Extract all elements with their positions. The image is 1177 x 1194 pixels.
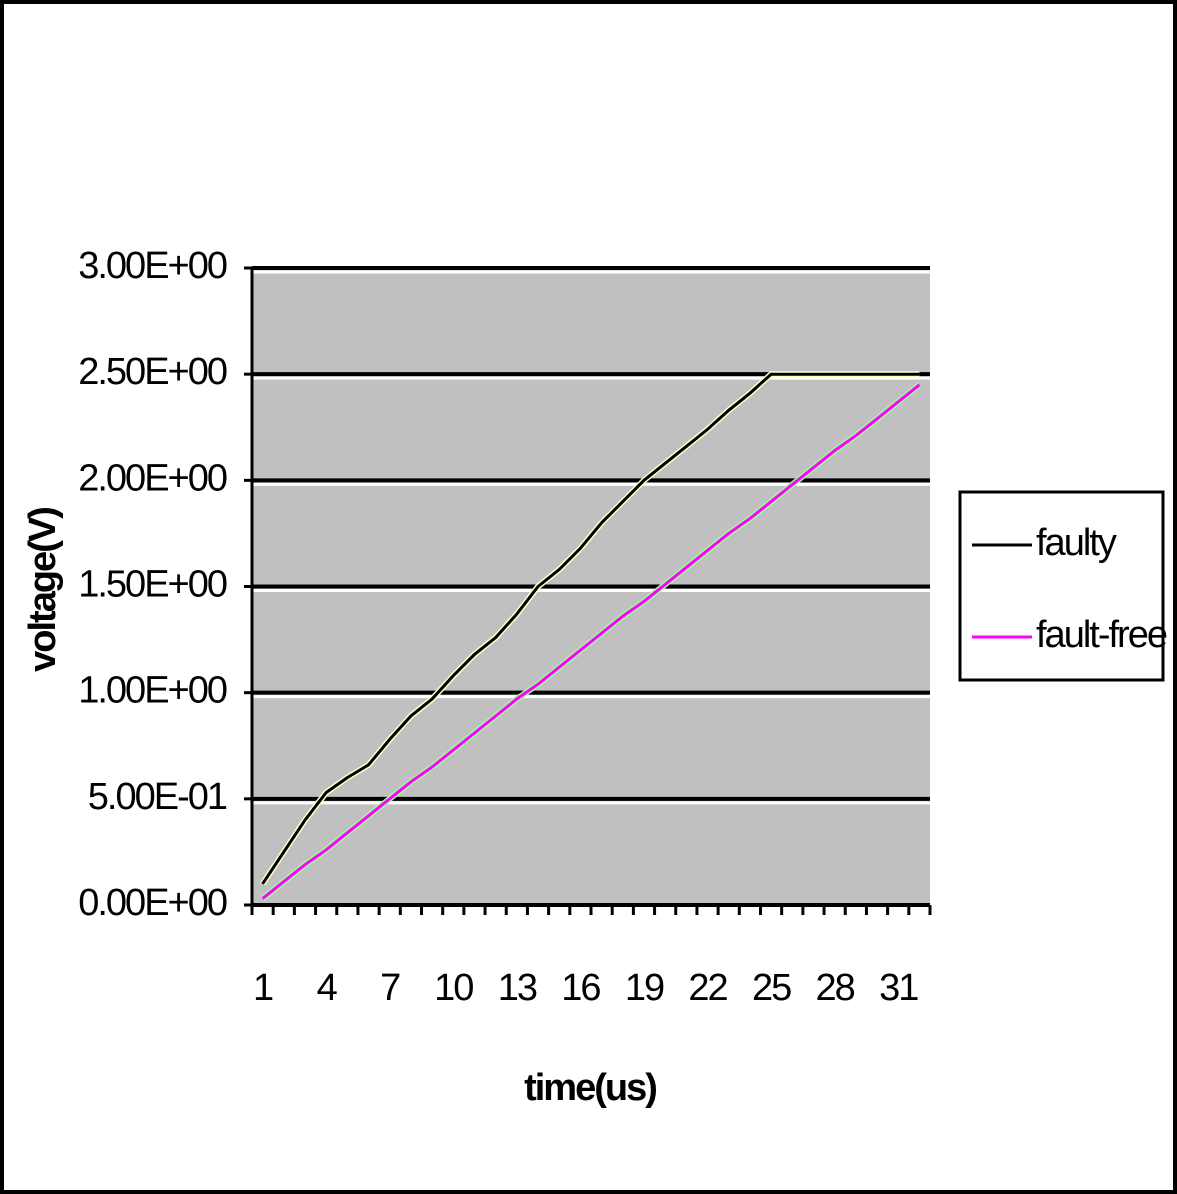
y-tick-label: 3.00E+00 — [78, 245, 227, 287]
y-tick-label: 1.50E+00 — [78, 564, 227, 606]
x-axis-title: time(us) — [524, 1067, 656, 1109]
x-tick-label: 10 — [434, 967, 473, 1009]
x-tick-label: 25 — [752, 967, 791, 1009]
x-tick-label: 19 — [625, 967, 664, 1009]
y-axis-title: voltage(V) — [22, 508, 64, 672]
y-tick-label: 0.00E+00 — [78, 882, 227, 924]
x-tick-label: 16 — [561, 967, 600, 1009]
y-tick-label: 5.00E-01 — [88, 776, 227, 818]
y-tick-label: 1.00E+00 — [78, 670, 227, 712]
x-tick-label: 31 — [879, 967, 918, 1009]
x-tick-label: 13 — [498, 967, 537, 1009]
x-tick-label: 28 — [816, 967, 855, 1009]
legend-label: faulty — [1036, 522, 1117, 564]
x-tick-label: 4 — [317, 967, 338, 1009]
series-line — [261, 383, 921, 900]
series-line — [261, 372, 920, 885]
x-tick-label: 1 — [253, 967, 273, 1009]
legend-box — [958, 490, 1165, 682]
y-tick-label: 2.00E+00 — [78, 457, 227, 499]
x-tick-label: 7 — [380, 967, 400, 1009]
x-tick-label: 22 — [688, 967, 727, 1009]
y-tick-label: 2.50E+00 — [78, 351, 227, 393]
legend-label: fault-free — [1036, 614, 1167, 656]
